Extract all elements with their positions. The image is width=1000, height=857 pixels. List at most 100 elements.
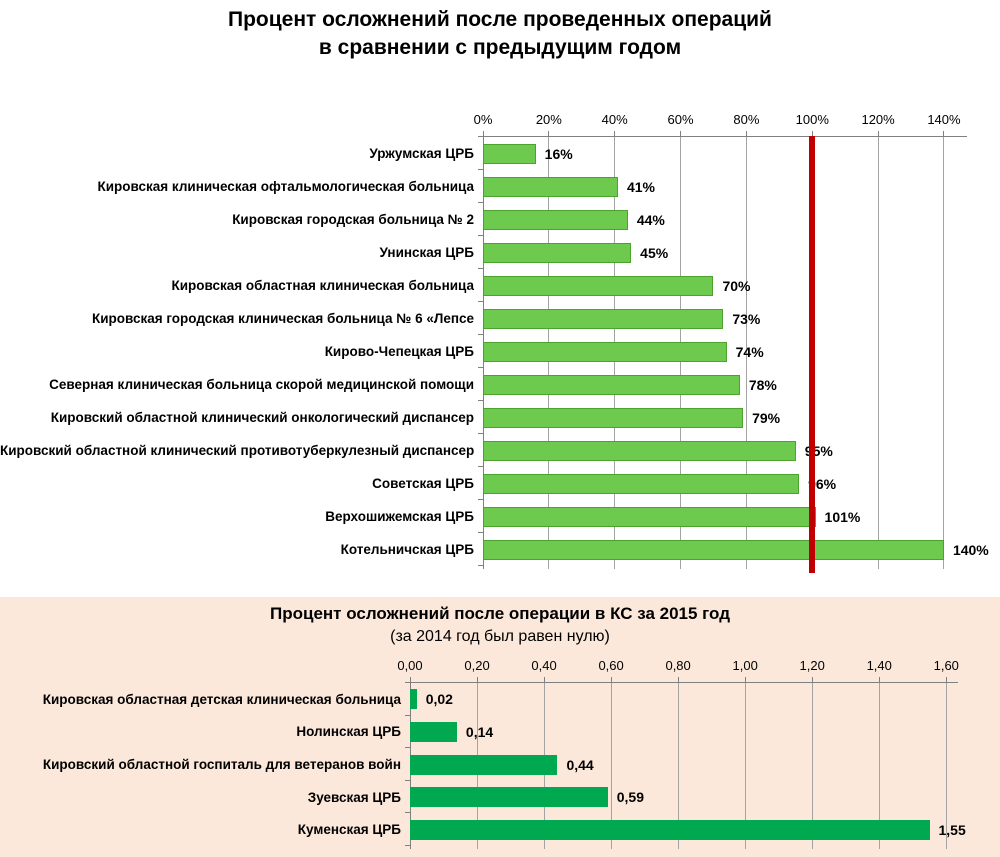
x-axis-tick [744,677,746,682]
y-axis-tick [478,136,483,137]
bar [483,374,740,395]
x-tick-label: 1,20 [799,658,825,673]
x-gridline [610,682,612,849]
x-tick-label: 140% [927,112,961,127]
y-axis-tick [478,565,483,566]
category-label: Котельничская ЦРБ [340,542,474,557]
chart2-subtitle: (за 2014 год был равен нулю) [390,628,610,645]
x-gridline [677,682,679,849]
x-axis-tick [811,131,813,136]
x-tick-label: 100% [795,112,829,127]
x-tick-label: 0,00 [397,658,423,673]
x-tick-label: 80% [733,112,760,127]
bar [410,689,417,710]
category-label: Кировский областной клинический онкологи… [50,410,474,425]
x-tick-label: 0,40 [531,658,557,673]
y-axis-tick [405,845,410,846]
category-label: Зуевская ЦРБ [307,789,401,805]
x-tick-label: 0,60 [598,658,624,673]
bar-value-label: 0,14 [465,723,494,740]
category-label: Кировская городская клиническая больница… [91,311,474,326]
category-label: Куменская ЦРБ [297,822,401,838]
bar [483,407,744,428]
bar [410,819,930,840]
category-label: Кировская городская больница № 2 [232,212,474,227]
x-tick-label: 20% [535,112,562,127]
bar-value-label: 44% [636,211,665,228]
y-axis-tick [478,400,483,401]
x-axis-tick [548,131,550,136]
x-axis-line [410,682,958,683]
x-tick-label: 60% [667,112,694,127]
x-axis-tick [409,677,411,682]
y-axis-tick [478,202,483,203]
bar [483,473,800,494]
bar-value-label: 16% [544,145,573,162]
bar-value-label: 0,59 [616,789,644,806]
x-gridline [877,136,879,569]
category-label: Кировский областной госпиталь для ветера… [42,757,401,772]
y-axis-tick [405,682,410,683]
x-axis-line [483,136,967,137]
bar [483,143,536,164]
y-axis-tick [405,714,410,716]
x-tick-label: 120% [861,112,895,127]
bar [483,242,632,263]
category-label: Верхошижемская ЦРБ [325,509,474,524]
x-axis-tick [482,131,484,136]
bar [410,754,558,775]
bar-value-label: 0,44 [566,756,594,773]
y-axis-tick [478,301,483,302]
y-axis-tick [478,334,483,335]
category-label: Кировская областная клиническая больница [171,278,474,293]
bar [410,721,457,742]
category-label: Унинская ЦРБ [379,245,474,260]
y-axis-tick [405,747,410,749]
x-axis-tick [811,677,813,682]
y-axis-tick [478,268,483,269]
category-label: Уржумская ЦРБ [369,146,474,161]
x-tick-label: 1,40 [866,658,892,673]
category-label: Кирово-Чепецкая ЦРБ [324,344,474,359]
chart1-title: Процент осложнений после проведенных опе… [0,6,1000,62]
bar-value-label: 79% [752,409,781,426]
bar-value-label: 45% [640,244,669,261]
x-tick-label: 0,20 [464,658,490,673]
x-axis-tick [677,677,679,682]
y-axis-tick [478,466,483,467]
chart1-title-line2: в сравнении с предыдущим годом [318,36,682,59]
category-label: Кировская клиническая офтальмологическая… [97,179,475,194]
x-axis-tick [476,677,478,682]
bar-value-label: 70% [722,277,751,294]
bar [410,787,608,808]
bar-value-label: 74% [735,343,764,360]
bar-value-label: 0,02 [425,691,453,708]
x-axis-tick [614,131,616,136]
bar [483,176,618,197]
chart2-title: Процент осложнений после операции в КС з… [270,604,730,623]
x-tick-label: 1,60 [933,658,959,673]
y-axis-tick [405,779,410,781]
x-axis-tick [943,131,945,136]
y-axis-tick [478,499,483,500]
ks-2015-panel [0,597,1000,857]
category-label: Кировская областная детская клиническая … [42,691,401,707]
x-axis-tick [610,677,612,682]
x-axis-tick [945,677,947,682]
bar-value-label: 1,55 [938,821,966,838]
x-gridline [744,682,746,849]
category-label: Советская ЦРБ [372,476,474,491]
y-axis-tick [478,532,483,533]
x-gridline [811,682,813,849]
y-axis-tick [478,169,483,170]
bar-value-label: 101% [824,508,861,525]
y-axis-tick [478,235,483,236]
reference-line-100pct [809,136,816,573]
bar-value-label: 140% [952,541,989,558]
bar [483,209,628,230]
bar [483,539,944,560]
x-gridline [945,682,947,849]
x-axis-tick [878,677,880,682]
bar [483,308,724,329]
